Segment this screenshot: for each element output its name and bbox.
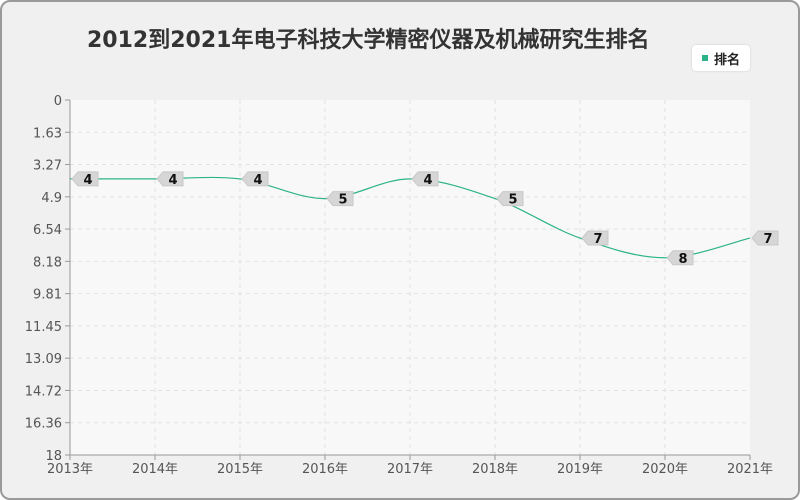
data-point: 7 (581, 230, 609, 247)
data-label: 4 (253, 173, 262, 188)
data-point: 4 (411, 171, 439, 188)
data-label-bg (666, 250, 694, 266)
legend[interactable]: 排名 (692, 45, 750, 71)
data-point: 4 (241, 171, 269, 188)
data-label-bg (581, 230, 609, 246)
x-tick-label: 2013年 (47, 462, 93, 477)
data-label: 4 (83, 173, 92, 188)
x-tick-label: 2016年 (302, 462, 348, 477)
data-label: 7 (763, 232, 772, 247)
data-label-bg (71, 171, 99, 187)
y-tick-label: 4.9 (41, 191, 62, 206)
y-tick-label: 9.81 (33, 288, 62, 303)
data-label: 8 (678, 252, 687, 267)
data-point: 4 (71, 171, 99, 188)
legend-label: 排名 (714, 53, 741, 68)
data-point: 5 (326, 191, 354, 208)
data-label-bg (156, 171, 184, 187)
y-tick-label: 11.45 (25, 320, 62, 335)
data-label-bg (326, 191, 354, 207)
data-label-bg (751, 230, 779, 246)
data-label-bg (496, 191, 524, 207)
data-point: 7 (751, 230, 779, 247)
x-tick-label: 2020年 (642, 462, 688, 477)
data-label: 5 (508, 193, 517, 208)
y-tick-label: 6.54 (33, 223, 62, 238)
data-label: 4 (423, 173, 432, 188)
y-tick-label: 16.36 (25, 417, 62, 432)
data-label: 4 (168, 173, 177, 188)
x-tick-label: 2018年 (472, 462, 518, 477)
data-point: 5 (496, 191, 524, 208)
data-point: 4 (156, 171, 184, 188)
x-tick-label: 2017年 (387, 462, 433, 477)
y-tick-label: 18 (45, 449, 62, 464)
y-tick-label: 1.63 (33, 126, 62, 141)
data-label: 7 (593, 232, 602, 247)
data-label-bg (241, 171, 269, 187)
y-tick-label: 0 (54, 94, 62, 109)
data-label: 5 (338, 193, 347, 208)
data-point: 8 (666, 250, 694, 267)
y-tick-label: 3.27 (33, 159, 62, 174)
x-tick-label: 2014年 (132, 462, 178, 477)
y-tick-label: 13.09 (25, 352, 62, 367)
data-label-bg (411, 171, 439, 187)
y-tick-label: 14.72 (25, 384, 62, 399)
legend-swatch (702, 55, 708, 61)
y-tick-label: 8.18 (33, 255, 62, 270)
x-tick-label: 2021年 (727, 462, 773, 477)
x-tick-label: 2019年 (557, 462, 603, 477)
x-tick-label: 2015年 (217, 462, 263, 477)
chart-title: 2012到2021年电子科技大学精密仪器及机械研究生排名 (87, 28, 650, 53)
